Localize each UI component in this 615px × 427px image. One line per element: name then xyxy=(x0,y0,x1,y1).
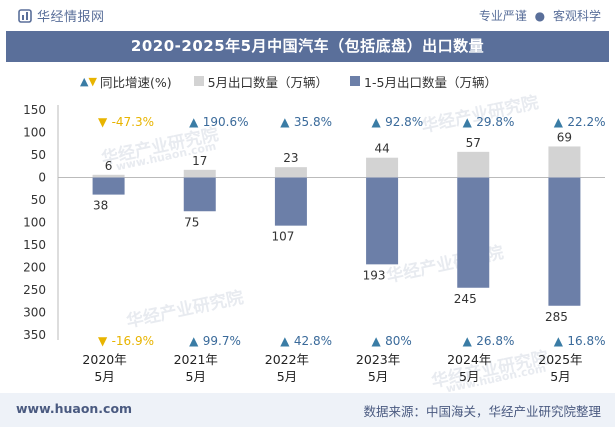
legend-cum-swatch xyxy=(350,76,361,86)
down-arrow-icon: ▼ xyxy=(88,74,97,88)
bar-may xyxy=(183,169,216,178)
chart-title: 2020-2025年5月中国汽车（包括底盘）出口数量 xyxy=(130,37,485,55)
growth-cum-label: 99.7% xyxy=(203,334,241,348)
legend-may-label: 5月出口数量（万辆） xyxy=(207,74,329,90)
up-arrow-icon: ▲ xyxy=(80,74,89,88)
brand-name: 华经情报网 xyxy=(37,10,105,25)
growth-down-icon: ▼ xyxy=(98,115,108,129)
y-tick-label: 0 xyxy=(38,171,46,185)
legend-cum: 1-5月出口数量（万辆） xyxy=(350,72,497,91)
bar-cum-label: 107 xyxy=(271,230,294,244)
bar-cum-label: 75 xyxy=(184,215,199,229)
growth-up-icon: ▲ xyxy=(554,334,564,348)
bar-may-label: 57 xyxy=(466,136,481,150)
bar-may xyxy=(457,151,490,178)
tagline: 专业严谨 ● 客观科学 xyxy=(479,7,601,24)
footer-source: 数据来源：中国海关，华经产业研究院整理 xyxy=(363,404,601,419)
bar-cum-label: 285 xyxy=(545,310,568,324)
y-tick-label: 200 xyxy=(23,261,46,275)
x-tick-label-month: 5月 xyxy=(186,369,206,384)
brand: 华经情报网 xyxy=(18,6,105,25)
footer-url: www.huaon.com xyxy=(16,401,133,416)
chart: 150 100 50 0 50 100 150 200 250 300 350 6 38 ▼ -47.3% ▼… xyxy=(23,103,605,384)
legend-growth: ▲ ▼ 同比增速(%) xyxy=(80,72,172,91)
growth-may-label: 35.8% xyxy=(294,115,332,129)
bar-cum xyxy=(457,177,490,288)
growth-cum-label: 42.8% xyxy=(294,334,332,348)
growth-may-label: 22.2% xyxy=(567,115,605,129)
bar-may-label: 17 xyxy=(192,154,207,168)
x-tick-label-year: 2020年 xyxy=(82,352,126,367)
bar-may xyxy=(92,174,125,178)
bar-cum xyxy=(548,177,581,306)
y-tick-label: 300 xyxy=(23,306,46,320)
growth-up-icon: ▲ xyxy=(371,334,381,348)
growth-may-label: 29.8% xyxy=(476,115,514,129)
y-tick-label: 350 xyxy=(23,328,46,342)
growth-up-icon: ▲ xyxy=(280,115,290,129)
title-bar: 2020-2025年5月中国汽车（包括底盘）出口数量 xyxy=(6,31,609,62)
bar-cum xyxy=(366,177,399,265)
bar-may-label: 69 xyxy=(557,130,572,144)
bar-cum xyxy=(183,177,216,212)
legend-may: 5月出口数量（万辆） xyxy=(193,72,329,91)
y-tick-label: 100 xyxy=(23,126,46,140)
bar-may-label: 23 xyxy=(283,151,298,165)
bar-cum-label: 193 xyxy=(363,268,386,282)
y-tick-label: 250 xyxy=(23,283,46,297)
bar-may-label: 6 xyxy=(105,159,113,173)
y-tick-label: 100 xyxy=(23,216,46,230)
legend-may-swatch xyxy=(193,76,204,86)
y-tick-label: 150 xyxy=(23,103,46,117)
bar-cum xyxy=(274,177,307,226)
top-bar: 华经情报网 专业严谨 ● 客观科学 xyxy=(0,0,615,28)
legend-growth-label: 同比增速(%) xyxy=(99,74,172,90)
legend: ▲ ▼ 同比增速(%) 5月出口数量（万辆） 1-5月出口数量（万辆） xyxy=(80,70,519,92)
x-tick-label-year: 2022年 xyxy=(265,352,309,367)
growth-up-icon: ▲ xyxy=(189,334,199,348)
bar-cum-label: 245 xyxy=(454,292,477,306)
growth-cum-label: -16.9% xyxy=(112,334,154,348)
x-tick-label-year: 2023年 xyxy=(356,352,400,367)
bar-may-label: 44 xyxy=(374,142,389,156)
x-tick-label-year: 2025年 xyxy=(538,352,582,367)
growth-up-icon: ▲ xyxy=(189,115,199,129)
growth-may-label: 92.8% xyxy=(385,115,423,129)
growth-up-icon: ▲ xyxy=(554,115,564,129)
bar-cum xyxy=(92,177,125,195)
footer: www.huaon.com 数据来源：中国海关，华经产业研究院整理 xyxy=(0,393,615,427)
y-tick-label: 50 xyxy=(31,193,46,207)
x-tick-label-month: 5月 xyxy=(277,369,297,384)
x-tick-label-year: 2024年 xyxy=(447,352,491,367)
y-tick-label: 50 xyxy=(31,148,46,162)
tagline-right: 客观科学 xyxy=(552,9,601,23)
growth-cum-label: 16.8% xyxy=(567,334,605,348)
bar-cum-label: 38 xyxy=(93,199,108,213)
bar-may xyxy=(274,167,307,178)
x-tick-label-year: 2021年 xyxy=(174,352,218,367)
tagline-left: 专业严谨 xyxy=(478,9,527,23)
growth-up-icon: ▲ xyxy=(280,334,290,348)
bar-may xyxy=(548,146,581,178)
bar-may xyxy=(366,157,399,178)
tagline-separator: ● xyxy=(534,9,546,23)
growth-cum-label: 26.8% xyxy=(476,334,514,348)
growth-may-label: -47.3% xyxy=(112,115,154,129)
growth-up-icon: ▲ xyxy=(371,115,381,129)
legend-cum-label: 1-5月出口数量（万辆） xyxy=(364,74,497,90)
x-tick-label-month: 5月 xyxy=(550,369,570,384)
growth-up-icon: ▲ xyxy=(463,334,473,348)
logo-icon xyxy=(18,8,32,23)
x-tick-label-month: 5月 xyxy=(94,369,114,384)
growth-may-label: 190.6% xyxy=(203,115,249,129)
growth-cum-label: 80% xyxy=(385,334,412,348)
y-tick-label: 150 xyxy=(23,238,46,252)
x-tick-label-month: 5月 xyxy=(459,369,479,384)
x-tick-label-month: 5月 xyxy=(368,369,388,384)
growth-up-icon: ▲ xyxy=(463,115,473,129)
growth-down-icon: ▼ xyxy=(98,334,108,348)
